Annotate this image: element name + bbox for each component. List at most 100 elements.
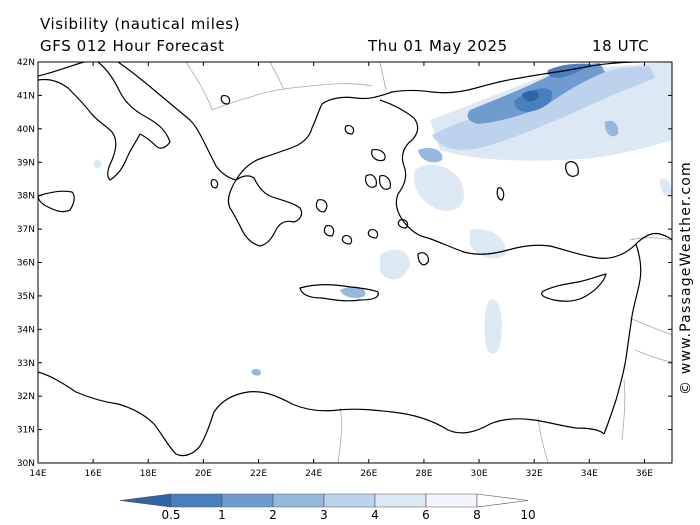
legend-label: 10 bbox=[520, 508, 535, 522]
lon-label: 16E bbox=[85, 469, 102, 479]
lon-label: 20E bbox=[195, 469, 212, 479]
forecast-time: 18 UTC bbox=[592, 37, 650, 55]
coast-levant bbox=[603, 243, 642, 435]
map-title: Visibility (nautical miles) bbox=[40, 15, 241, 33]
coast-island bbox=[210, 179, 219, 189]
border-line bbox=[211, 95, 255, 111]
lon-label: 24E bbox=[305, 469, 322, 479]
coast-island bbox=[365, 174, 377, 188]
coast-island bbox=[323, 225, 335, 237]
legend-label: 1 bbox=[218, 508, 226, 522]
lat-label: 42N bbox=[17, 58, 35, 68]
coast-crete bbox=[299, 284, 379, 302]
lat-label: 38N bbox=[17, 192, 35, 202]
country-borders bbox=[185, 62, 672, 463]
lat-label: 41N bbox=[17, 91, 35, 101]
coast-island bbox=[397, 219, 409, 229]
legend-swatch bbox=[170, 493, 223, 508]
coast-greece bbox=[227, 175, 303, 247]
border-line bbox=[253, 83, 373, 97]
legend-label: 8 bbox=[473, 508, 481, 522]
coast-island bbox=[220, 95, 231, 105]
lon-label: 18E bbox=[140, 469, 157, 479]
lat-label: 37N bbox=[17, 225, 35, 235]
lon-label: 34E bbox=[581, 469, 598, 479]
visibility-shading bbox=[93, 62, 672, 376]
lat-label: 40N bbox=[17, 125, 35, 135]
lat-label: 31N bbox=[17, 426, 35, 436]
lon-label: 22E bbox=[250, 469, 267, 479]
forecast-date: Thu 01 May 2025 bbox=[368, 37, 508, 55]
legend-swatch bbox=[374, 493, 427, 508]
border-line bbox=[629, 237, 672, 241]
low-vis-area bbox=[522, 90, 539, 102]
coast-sicily bbox=[38, 190, 75, 213]
lon-label: 28E bbox=[415, 469, 432, 479]
border-line bbox=[537, 417, 549, 463]
low-vis-area bbox=[414, 164, 464, 211]
lat-label: 33N bbox=[17, 359, 35, 369]
coast-turkey bbox=[379, 99, 672, 259]
coast-island bbox=[371, 149, 386, 162]
coast-rhodes bbox=[417, 252, 429, 266]
legend-swatch bbox=[425, 493, 478, 508]
legend-swatch bbox=[323, 493, 376, 508]
low-vis-area bbox=[93, 159, 102, 169]
forecast-label: GFS 012 Hour Forecast bbox=[40, 37, 225, 55]
legend-swatch bbox=[221, 493, 274, 508]
coast-adriatic bbox=[117, 62, 237, 181]
coast-island bbox=[315, 199, 328, 213]
lon-label: 26E bbox=[360, 469, 377, 479]
lon-label: 32E bbox=[526, 469, 543, 479]
border-line bbox=[634, 349, 672, 363]
coast-island bbox=[344, 125, 355, 135]
low-vis-area bbox=[604, 120, 619, 137]
lat-label: 36N bbox=[17, 259, 35, 269]
legend-swatch bbox=[476, 493, 529, 508]
legend-swatch bbox=[119, 493, 172, 508]
coast-island bbox=[367, 229, 379, 239]
lon-label: 14E bbox=[29, 469, 46, 479]
low-vis-area bbox=[418, 148, 443, 163]
coast-italy bbox=[38, 62, 171, 181]
low-vis-area bbox=[380, 249, 410, 280]
legend-label: 4 bbox=[371, 508, 379, 522]
legend-swatch bbox=[272, 493, 325, 508]
low-vis-area bbox=[484, 299, 502, 354]
coast-north-aegean bbox=[235, 62, 641, 181]
low-vis-area bbox=[340, 286, 366, 298]
lon-label: 36E bbox=[636, 469, 653, 479]
lat-label: 32N bbox=[17, 392, 35, 402]
lat-label: 35N bbox=[17, 292, 35, 302]
low-vis-area bbox=[660, 178, 672, 197]
coast-island bbox=[496, 187, 505, 201]
coast-island bbox=[341, 235, 353, 245]
legend-label: 3 bbox=[320, 508, 328, 522]
axis-ticks: 42N41N40N39N38N37N36N35N34N33N32N31N30N1… bbox=[17, 58, 672, 479]
lat-label: 30N bbox=[17, 459, 35, 469]
lat-label: 34N bbox=[17, 325, 35, 335]
border-line bbox=[185, 62, 213, 111]
low-vis-area bbox=[432, 66, 655, 150]
legend-label: 6 bbox=[422, 508, 430, 522]
credit-text: © www.PassageWeather.com bbox=[678, 161, 694, 395]
border-line bbox=[337, 407, 343, 463]
coast-cyprus bbox=[541, 273, 607, 302]
visibility-legend: 0.5 1 2 3 4 6 8 10 bbox=[119, 493, 536, 522]
border-line bbox=[269, 62, 285, 91]
low-vis-area bbox=[251, 368, 261, 376]
coast-island bbox=[565, 161, 579, 177]
legend-label: 0.5 bbox=[161, 508, 180, 522]
lon-label: 30E bbox=[470, 469, 487, 479]
border-line bbox=[379, 62, 387, 91]
low-vis-area bbox=[470, 229, 506, 259]
lat-label: 39N bbox=[17, 158, 35, 168]
border-line bbox=[629, 317, 672, 336]
coastlines bbox=[38, 62, 672, 457]
border-line bbox=[621, 379, 626, 441]
legend-label: 2 bbox=[269, 508, 277, 522]
low-vis-area bbox=[547, 63, 590, 78]
coast-north-africa bbox=[38, 371, 605, 457]
coast-island bbox=[379, 175, 391, 190]
